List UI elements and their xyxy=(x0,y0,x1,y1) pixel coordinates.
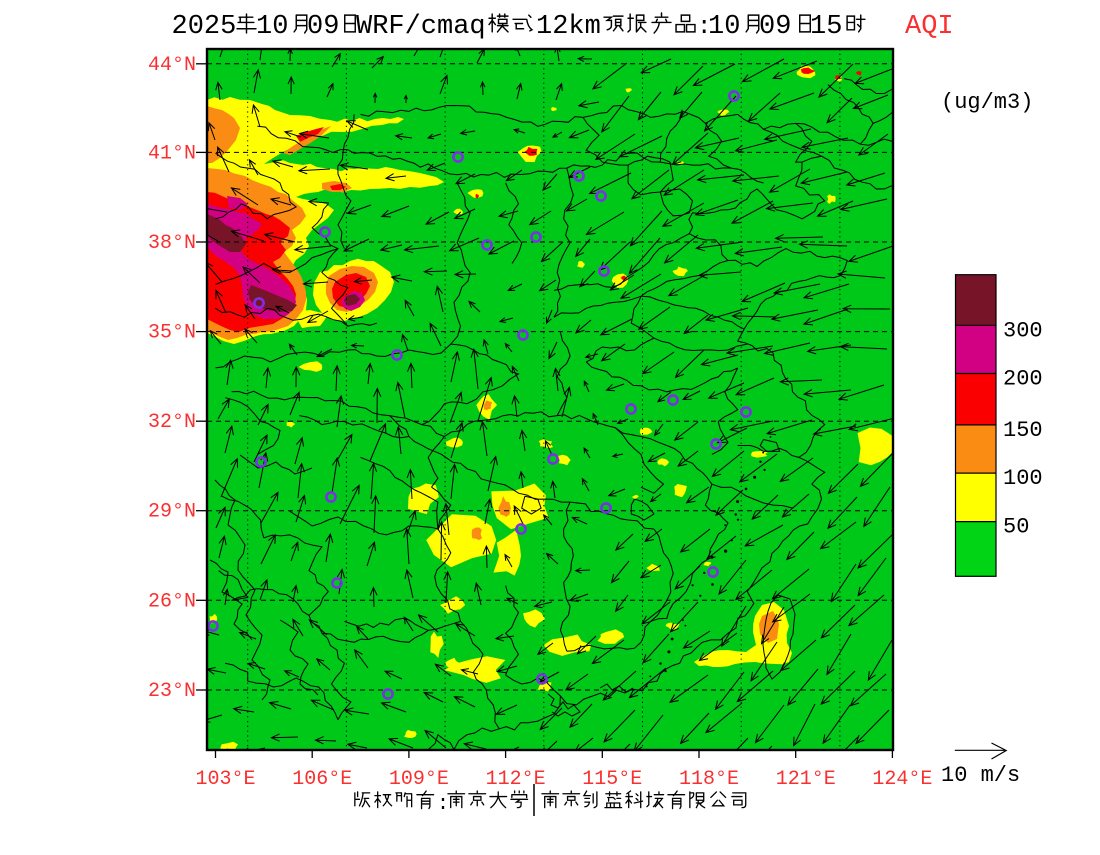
svg-text:09: 09 xyxy=(759,12,791,42)
svg-text::: : xyxy=(437,793,449,816)
svg-text:300: 300 xyxy=(1003,318,1043,343)
svg-text:32°N: 32°N xyxy=(148,411,196,434)
svg-text:12km: 12km xyxy=(536,12,601,42)
svg-text:29°N: 29°N xyxy=(148,501,196,524)
svg-text:115°E: 115°E xyxy=(582,768,642,791)
svg-text:103°E: 103°E xyxy=(195,768,255,791)
svg-text:124°E: 124°E xyxy=(872,768,932,791)
svg-text:200: 200 xyxy=(1003,367,1043,392)
svg-text:41°N: 41°N xyxy=(148,142,196,165)
svg-text:109°E: 109°E xyxy=(389,768,449,791)
svg-text:AQI: AQI xyxy=(905,12,954,42)
svg-text:150: 150 xyxy=(1003,418,1043,443)
svg-text:09: 09 xyxy=(307,12,339,42)
svg-text:10: 10 xyxy=(708,12,740,42)
svg-text:112°E: 112°E xyxy=(486,768,546,791)
svg-text:50: 50 xyxy=(1003,515,1029,540)
svg-text:2025: 2025 xyxy=(172,12,237,42)
svg-text::: : xyxy=(697,14,711,41)
svg-text:35°N: 35°N xyxy=(148,322,196,345)
svg-text:121°E: 121°E xyxy=(776,768,836,791)
svg-text:WRF/cmaq: WRF/cmaq xyxy=(356,12,486,42)
svg-text:(ug/m3): (ug/m3) xyxy=(941,90,1033,115)
svg-text:38°N: 38°N xyxy=(148,232,196,255)
svg-text:106°E: 106°E xyxy=(292,768,352,791)
svg-text:100: 100 xyxy=(1003,466,1043,491)
svg-text:10 m/s: 10 m/s xyxy=(941,763,1020,788)
svg-text:118°E: 118°E xyxy=(679,768,739,791)
svg-text:23°N: 23°N xyxy=(148,680,196,703)
svg-text:10: 10 xyxy=(256,12,288,42)
svg-text:44°N: 44°N xyxy=(148,54,196,77)
svg-text:15: 15 xyxy=(810,12,842,42)
svg-text:26°N: 26°N xyxy=(148,590,196,613)
